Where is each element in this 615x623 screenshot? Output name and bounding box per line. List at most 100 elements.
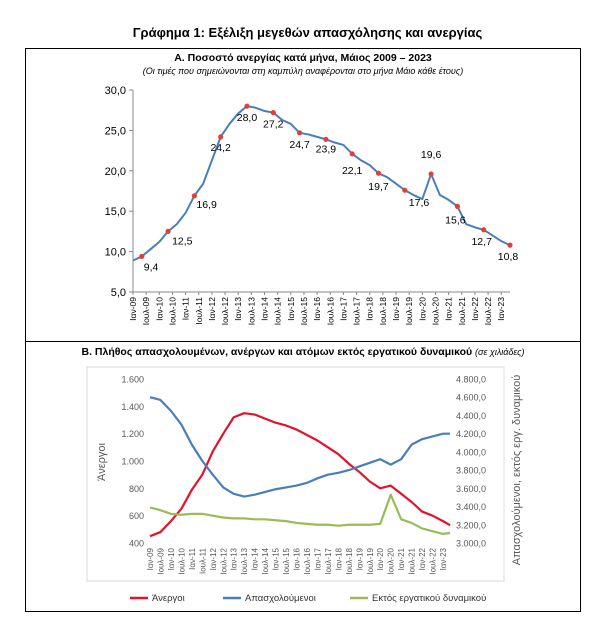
chart-a-marker bbox=[507, 242, 513, 248]
chart-a-x-tick-label: Ιουλ-21 bbox=[457, 297, 467, 326]
chart-b-legend-label-0: Άνεργοι bbox=[152, 593, 185, 604]
chart-b-left-tick-label: 1.000 bbox=[121, 457, 144, 467]
chart-a-marker bbox=[244, 103, 250, 109]
chart-a-x-tick-label: Ιαν-17 bbox=[338, 297, 348, 321]
chart-a-x-tick-label: Ιουλ-14 bbox=[273, 297, 283, 326]
chart-a-x-tick-label: Ιαν-14 bbox=[260, 297, 270, 321]
chart-a-data-label: 19,6 bbox=[421, 149, 442, 161]
chart-a-data-label: 12,5 bbox=[172, 235, 193, 247]
chart-b-x-tick-label: Ιουλ-20 bbox=[387, 547, 396, 574]
chart-a-data-label: 10,8 bbox=[498, 251, 519, 263]
chart-b-x-tick-label: Ιουλ-18 bbox=[345, 547, 354, 574]
chart-b-x-tick-label: Ιουλ-17 bbox=[324, 547, 333, 574]
chart-b-legend-label-1: Απασχολούμενοι bbox=[245, 593, 316, 604]
chart-a-data-label: 23,9 bbox=[316, 143, 337, 155]
chart-a-x-tick-label: Ιαν-16 bbox=[312, 297, 322, 321]
chart-a-x-tick-label: Ιουλ-17 bbox=[352, 297, 362, 326]
figure-frame bbox=[25, 48, 581, 612]
chart-b-x-tick-label: Ιαν-16 bbox=[293, 547, 302, 570]
chart-b-right-tick-label: 3.600,0 bbox=[456, 484, 486, 494]
chart-a-x-tick-label: Ιαν-18 bbox=[365, 297, 375, 321]
chart-a-data-label: 24,7 bbox=[289, 139, 310, 151]
chart-a-x-tick-label: Ιουλ-22 bbox=[483, 297, 493, 326]
chart-b-left-tick-label: 1.600 bbox=[121, 375, 144, 385]
chart-b-series-line-0 bbox=[149, 412, 451, 538]
chart-a-marker bbox=[402, 187, 408, 193]
chart-a-x-tick-label: Ιουλ-13 bbox=[246, 297, 256, 326]
chart-b-right-axis-label: Απασχολούμενοι, εκτός εργ. δυναμικού bbox=[511, 375, 523, 565]
chart-a-marker bbox=[323, 136, 329, 142]
chart-b-x-tick-label: Ιουλ-09 bbox=[156, 547, 165, 574]
chart-a-x-tick-label: Ιαν-12 bbox=[207, 297, 217, 321]
chart-a-x-tick-label: Ιουλ-19 bbox=[404, 297, 414, 326]
chart-b-right-tick-label: 4.200,0 bbox=[456, 429, 486, 439]
chart-a-x-tick-label: Ιουλ-09 bbox=[141, 297, 151, 326]
chart-a-data-label: 28,0 bbox=[237, 112, 258, 124]
chart-b-left-tick-label: 600 bbox=[129, 511, 144, 521]
chart-b-title-wrap: Β. Πλήθος απασχολουμένων, ανέργων και ατ… bbox=[25, 346, 581, 358]
chart-a-x-tick-label: Ιαν-22 bbox=[470, 297, 480, 321]
chart-b-x-tick-label: Ιουλ-14 bbox=[261, 547, 270, 574]
chart-a-x-tick-label: Ιαν-19 bbox=[391, 297, 401, 321]
chart-b-x-tick-label: Ιαν-17 bbox=[313, 547, 322, 570]
chart-b-title: Β. Πλήθος απασχολουμένων, ανέργων και ατ… bbox=[81, 346, 473, 358]
chart-a-marker bbox=[375, 170, 382, 176]
chart-a-x-tick-label: Ιουλ-20 bbox=[430, 297, 440, 326]
chart-a-x-tick-label: Ιαν-09 bbox=[128, 297, 138, 321]
chart-b-series-line-1 bbox=[149, 396, 450, 498]
chart-a-x-tick-label: Ιαν-20 bbox=[417, 297, 427, 321]
chart-a-x-tick-label: Ιαν-13 bbox=[233, 297, 243, 321]
chart-b-left-tick-label: 1.400 bbox=[121, 402, 144, 412]
chart-a-data-label: 27,2 bbox=[263, 119, 284, 131]
chart-b-right-tick-label: 4.600,0 bbox=[456, 393, 486, 403]
chart-b-right-tick-label: 3.000,0 bbox=[456, 539, 486, 549]
chart-b-x-tick-label: Ιαν-10 bbox=[167, 547, 176, 570]
chart-b-x-tick-label: Ιαν-15 bbox=[272, 547, 281, 570]
chart-b-x-tick-label: Ιαν-19 bbox=[355, 547, 364, 570]
chart-a-x-tick-label: Ιουλ-12 bbox=[220, 297, 230, 326]
chart-a-data-label: 15,6 bbox=[445, 214, 466, 226]
chart-a-marker bbox=[270, 110, 276, 116]
chart-a-data-label: 17,6 bbox=[409, 197, 430, 209]
chart-b-right-tick-label: 3.400,0 bbox=[456, 502, 486, 512]
chart-a-x-tick-label: Ιαν-10 bbox=[154, 297, 164, 321]
chart-b-x-tick-label: Ιουλ-21 bbox=[408, 547, 417, 574]
chart-a-marker bbox=[296, 130, 303, 136]
chart-a-x-tick-label: Ιαν-21 bbox=[444, 297, 454, 321]
chart-a-x-tick-label: Ιαν-11 bbox=[181, 297, 191, 320]
chart-a-y-tick-label: 15,0 bbox=[105, 206, 126, 218]
chart-b-x-tick-label: Ιουλ-22 bbox=[429, 547, 438, 574]
chart-b-x-tick-label: Ιαν-20 bbox=[376, 547, 385, 570]
chart-a-marker bbox=[165, 228, 171, 234]
chart-a-y-tick-label: 25,0 bbox=[105, 125, 126, 137]
chart-a-x-tick-label: Ιουλ-10 bbox=[167, 297, 177, 326]
panel-divider bbox=[25, 341, 581, 342]
chart-a-data-label: 24,2 bbox=[210, 142, 231, 154]
chart-b-x-tick-label: Ιαν-09 bbox=[146, 547, 155, 570]
chart-a-x-tick-label: Ιουλ-15 bbox=[299, 297, 309, 326]
chart-a-x-tick-label: Ιαν-15 bbox=[286, 297, 296, 321]
chart-b-x-tick-label: Ιουλ-16 bbox=[303, 547, 312, 574]
chart-b-left-tick-label: 800 bbox=[129, 484, 144, 494]
chart-b-right-tick-label: 4.400,0 bbox=[456, 411, 486, 421]
chart-b-left-tick-label: 400 bbox=[129, 539, 144, 549]
chart-b-x-tick-label: Ιαν-12 bbox=[209, 547, 218, 570]
chart-b-x-tick-label: Ιουλ-12 bbox=[219, 547, 228, 574]
chart-b-x-tick-label: Ιουλ-11 bbox=[198, 547, 207, 574]
chart-b-x-tick-label: Ιαν-18 bbox=[334, 547, 343, 570]
chart-b-left-axis-label: Άνεργοι bbox=[96, 443, 108, 481]
chart-b-x-tick-label: Ιουλ-13 bbox=[240, 547, 249, 574]
chart-a-y-tick-label: 30,0 bbox=[105, 85, 126, 97]
chart-a-title: Α. Ποσοστό ανεργίας κατά μήνα, Μάιος 200… bbox=[174, 52, 432, 64]
chart-a-subtitle: (Οι τιμές που σημειώνονται στη καμπύλη α… bbox=[142, 66, 464, 76]
chart-b-x-tick-label: Ιαν-22 bbox=[418, 547, 427, 570]
chart-b-plot-area bbox=[86, 366, 505, 582]
chart-a-data-label: 9,4 bbox=[144, 261, 159, 273]
chart-b-x-tick-label: Ιαν-11 bbox=[188, 547, 197, 569]
chart-a-marker bbox=[428, 171, 434, 177]
chart-b-right-tick-label: 4.800,0 bbox=[456, 375, 486, 385]
chart-b-x-tick-label: Ιουλ-15 bbox=[282, 547, 291, 574]
chart-a-marker bbox=[218, 134, 224, 140]
